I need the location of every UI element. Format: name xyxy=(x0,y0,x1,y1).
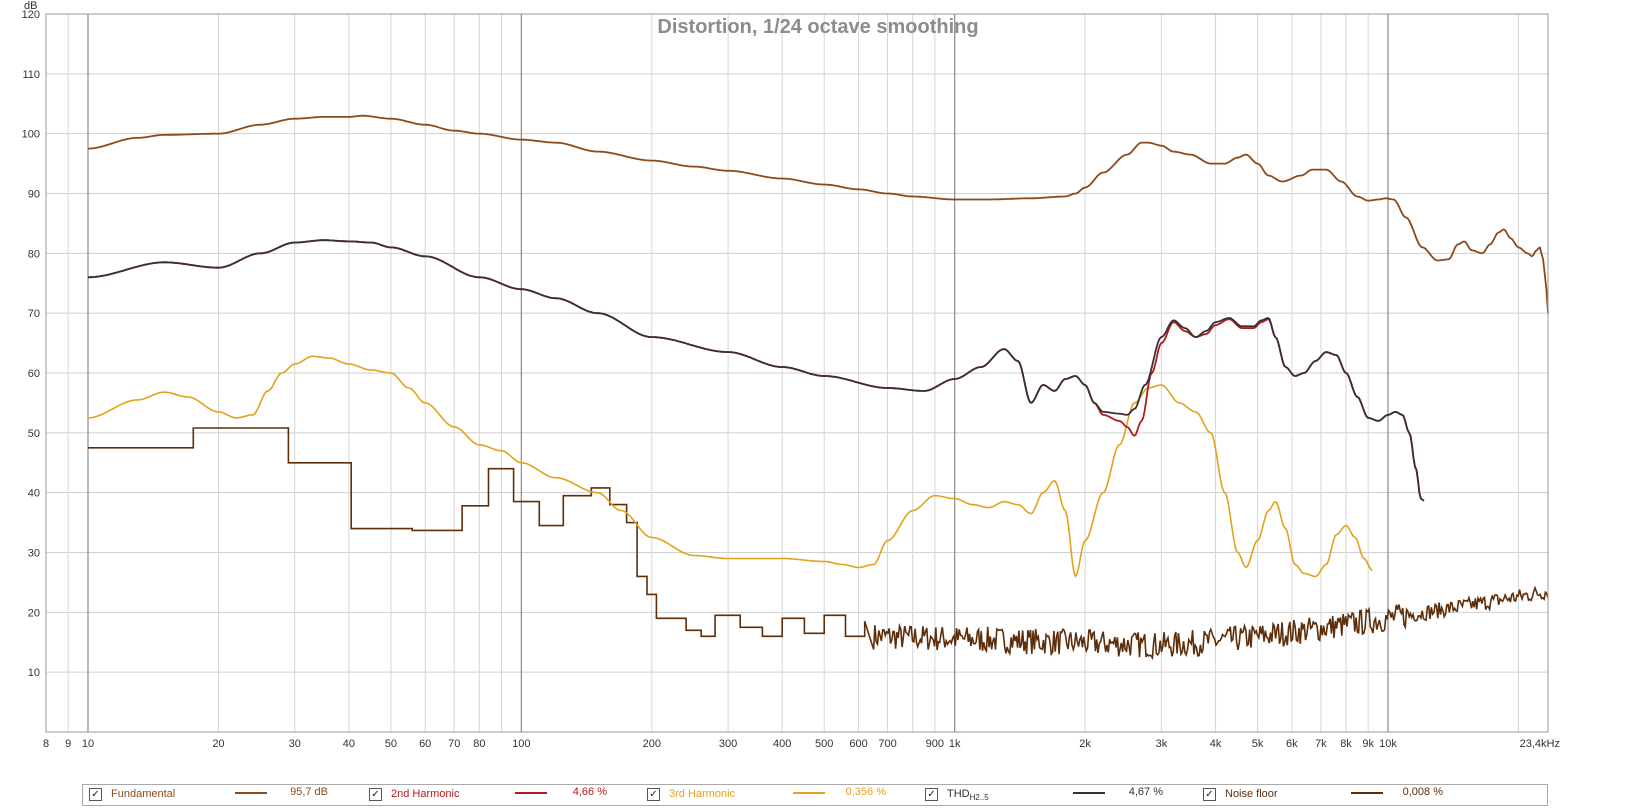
checkbox-icon[interactable]: ✓ xyxy=(89,788,102,801)
x-tick-label: 20 xyxy=(212,738,224,750)
x-tick-label: 200 xyxy=(643,738,661,750)
legend-label: THDH2..5 xyxy=(947,788,989,802)
checkbox-icon[interactable]: ✓ xyxy=(1203,788,1216,801)
x-tick-label: 400 xyxy=(773,738,791,750)
x-tick-label: 40 xyxy=(343,738,355,750)
y-tick-label: 110 xyxy=(22,69,40,81)
series-line-noise-floor xyxy=(88,427,1549,661)
y-tick-label: 30 xyxy=(28,548,40,560)
x-tick-label: 4k xyxy=(1210,738,1222,750)
series-line-3rd-harmonic xyxy=(87,355,1373,578)
x-tick-label: 70 xyxy=(448,738,460,750)
legend-value-2nd-harmonic: 4,66 % xyxy=(572,786,607,798)
x-tick-label: 2k xyxy=(1079,738,1091,750)
chart-title: Distortion, 1/24 octave smoothing xyxy=(657,16,978,38)
x-tick-label: 30 xyxy=(289,738,301,750)
x-tick-label: 80 xyxy=(473,738,485,750)
y-tick-label: 70 xyxy=(28,308,40,320)
checkbox-icon[interactable]: ✓ xyxy=(369,788,382,801)
x-tick-label: 100 xyxy=(512,738,530,750)
y-tick-label: 120 xyxy=(22,9,40,21)
y-tick-label: 90 xyxy=(28,189,40,201)
x-tick-label: 300 xyxy=(719,738,737,750)
x-tick-label: 5k xyxy=(1252,738,1264,750)
series-line-thd xyxy=(87,239,1425,502)
y-tick-label: 40 xyxy=(28,488,40,500)
y-tick-label: 20 xyxy=(28,607,40,619)
legend-label: 2nd Harmonic xyxy=(391,788,460,800)
checkbox-icon[interactable]: ✓ xyxy=(647,788,660,801)
series-lines xyxy=(87,114,1549,661)
y-axis-label: dB xyxy=(24,0,37,12)
x-tick-label: 3k xyxy=(1156,738,1168,750)
x-tick-label: 6k xyxy=(1286,738,1298,750)
legend-swatch-fundamental xyxy=(235,792,267,794)
legend-value-fundamental: 95,7 dB xyxy=(290,786,328,798)
checkbox-icon[interactable]: ✓ xyxy=(925,788,938,801)
y-axis-ticks: 10 20 30 40 50 60 70 80 90 100 110 120 xyxy=(22,9,40,679)
x-tick-label: 7k xyxy=(1315,738,1327,750)
x-tick-label: 500 xyxy=(815,738,833,750)
y-tick-label: 60 xyxy=(28,368,40,380)
x-tick-label: 9k xyxy=(1362,738,1374,750)
legend-label: Noise floor xyxy=(1225,788,1278,800)
plot-frame xyxy=(45,13,1549,733)
legend-value-3rd-harmonic: 0,356 % xyxy=(845,786,886,798)
x-tick-label: 23,4kHz xyxy=(1520,738,1560,750)
legend-swatch-thd xyxy=(1073,792,1105,794)
legend-label: 3rd Harmonic xyxy=(669,788,736,800)
x-tick-label: 10k xyxy=(1379,738,1397,750)
x-axis-ticks: 8 9 10 20 30 40 50 60 70 80 100 200 300 400 500 600 700 9… xyxy=(43,738,1560,750)
x-tick-label: 8k xyxy=(1340,738,1352,750)
legend-value-thd: 4,67 % xyxy=(1128,786,1163,798)
x-tick-label: 8 xyxy=(43,738,49,750)
y-tick-label: 10 xyxy=(28,667,40,679)
x-tick-label: 700 xyxy=(878,738,896,750)
legend-swatch-2nd-harmonic xyxy=(515,792,547,794)
legend-swatch-noise-floor xyxy=(1351,792,1383,794)
x-tick-label: 60 xyxy=(419,738,431,750)
x-tick-label: 9 xyxy=(65,738,71,750)
legend: ✓ Fundamental 95,7 dB ✓ 2nd Harmonic 4,6… xyxy=(82,784,1548,806)
legend-label: Fundamental xyxy=(111,788,176,800)
x-tick-label: 1k xyxy=(949,738,961,750)
grid xyxy=(45,13,1548,732)
x-tick-label: 50 xyxy=(385,738,397,750)
x-tick-label: 10 xyxy=(82,738,94,750)
x-tick-label: 900 xyxy=(926,738,944,750)
x-tick-label: 600 xyxy=(849,738,867,750)
y-tick-label: 100 xyxy=(22,129,40,141)
y-tick-label: 80 xyxy=(28,248,40,260)
y-tick-label: 50 xyxy=(28,428,40,440)
legend-value-noise-floor: 0,008 % xyxy=(1402,786,1443,798)
legend-swatch-3rd-harmonic xyxy=(793,792,825,794)
series-line-fundamental xyxy=(88,114,1549,314)
